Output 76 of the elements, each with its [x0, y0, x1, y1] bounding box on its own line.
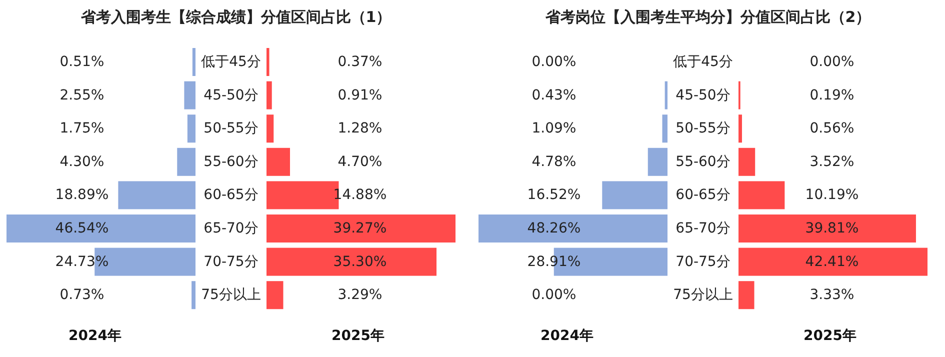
data-label: 1.09%: [532, 120, 576, 137]
y-tick-label: 50-55分: [676, 120, 730, 137]
data-label: 0.00%: [532, 287, 576, 304]
data-label: 18.89%: [55, 187, 109, 204]
data-label: 10.19%: [805, 187, 859, 204]
bar: [738, 181, 785, 210]
data-label: 0.37%: [338, 54, 382, 70]
bar: [602, 181, 668, 210]
data-label: 46.54%: [55, 220, 109, 236]
data-label: 0.51%: [60, 54, 104, 70]
data-label: 48.26%: [527, 220, 581, 236]
bar: [266, 148, 290, 176]
bar: [187, 114, 196, 143]
data-label: 0.56%: [810, 120, 854, 137]
data-label: 16.52%: [527, 187, 581, 204]
bar: [192, 48, 196, 76]
bar: [177, 148, 196, 176]
data-label: 0.43%: [532, 87, 576, 104]
y-tick-label: 55-60分: [204, 154, 258, 170]
data-label: 28.91%: [527, 254, 581, 270]
data-label: 4.30%: [60, 154, 104, 170]
y-tick-label: 70-75分: [676, 254, 730, 270]
data-label: 42.41%: [805, 254, 859, 270]
bar: [738, 248, 928, 276]
text: 2025年: [332, 328, 384, 344]
data-label: 3.29%: [338, 287, 382, 304]
data-label: 0.00%: [810, 54, 854, 70]
data-label: 35.30%: [333, 254, 387, 270]
data-label: 1.28%: [338, 120, 382, 137]
y-tick-label: 50-55分: [204, 120, 258, 137]
data-label: 0.73%: [60, 287, 104, 304]
data-label: 39.27%: [333, 220, 387, 236]
y-tick-label: 60-65分: [676, 187, 730, 204]
data-label: 1.75%: [60, 120, 104, 137]
bar: [266, 248, 436, 276]
text: 2024年: [540, 328, 594, 344]
data-label: 24.73%: [55, 254, 109, 270]
bar: [662, 114, 668, 143]
bar: [648, 148, 668, 176]
bar: [738, 148, 756, 176]
bar: [266, 281, 284, 310]
data-label: 4.70%: [338, 154, 382, 170]
data-label: 4.78%: [532, 154, 576, 170]
data-label: 3.33%: [810, 287, 854, 304]
y-tick-label: 低于45分: [673, 54, 733, 70]
data-label: 0.00%: [532, 54, 576, 70]
data-label: 39.81%: [805, 220, 859, 236]
y-tick-label: 75分以上: [673, 287, 733, 304]
y-tick-label: 低于45分: [201, 54, 261, 70]
bar: [266, 214, 456, 242]
bar: [184, 81, 196, 110]
bar: [738, 281, 754, 310]
text: 2025年: [804, 328, 856, 344]
bar: [266, 114, 274, 143]
text: 省考入围考生【综合成绩】分值区间占比（1）: [80, 8, 392, 26]
text: 2024年: [68, 328, 122, 344]
data-label: 3.52%: [810, 154, 854, 170]
y-tick-label: 60-65分: [204, 187, 258, 204]
y-tick-label: 65-70分: [204, 220, 258, 236]
bar: [6, 214, 196, 242]
bar: [478, 214, 668, 242]
y-tick-label: 70-75分: [204, 254, 258, 270]
bar: [738, 114, 742, 143]
y-tick-label: 55-60分: [676, 154, 730, 170]
y-tick-label: 65-70分: [676, 220, 730, 236]
bar: [118, 181, 196, 210]
bar: [192, 281, 196, 310]
y-tick-label: 45-50分: [676, 87, 730, 104]
y-tick-label: 75分以上: [201, 287, 261, 304]
y-tick-label: 45-50分: [204, 87, 258, 104]
bar: [738, 214, 916, 242]
text: 省考岗位【入围考生平均分】分值区间占比（2）: [544, 8, 871, 26]
data-label: 0.19%: [810, 87, 854, 104]
bar: [266, 81, 272, 110]
data-label: 2.55%: [60, 87, 104, 104]
data-label: 0.91%: [338, 87, 382, 104]
